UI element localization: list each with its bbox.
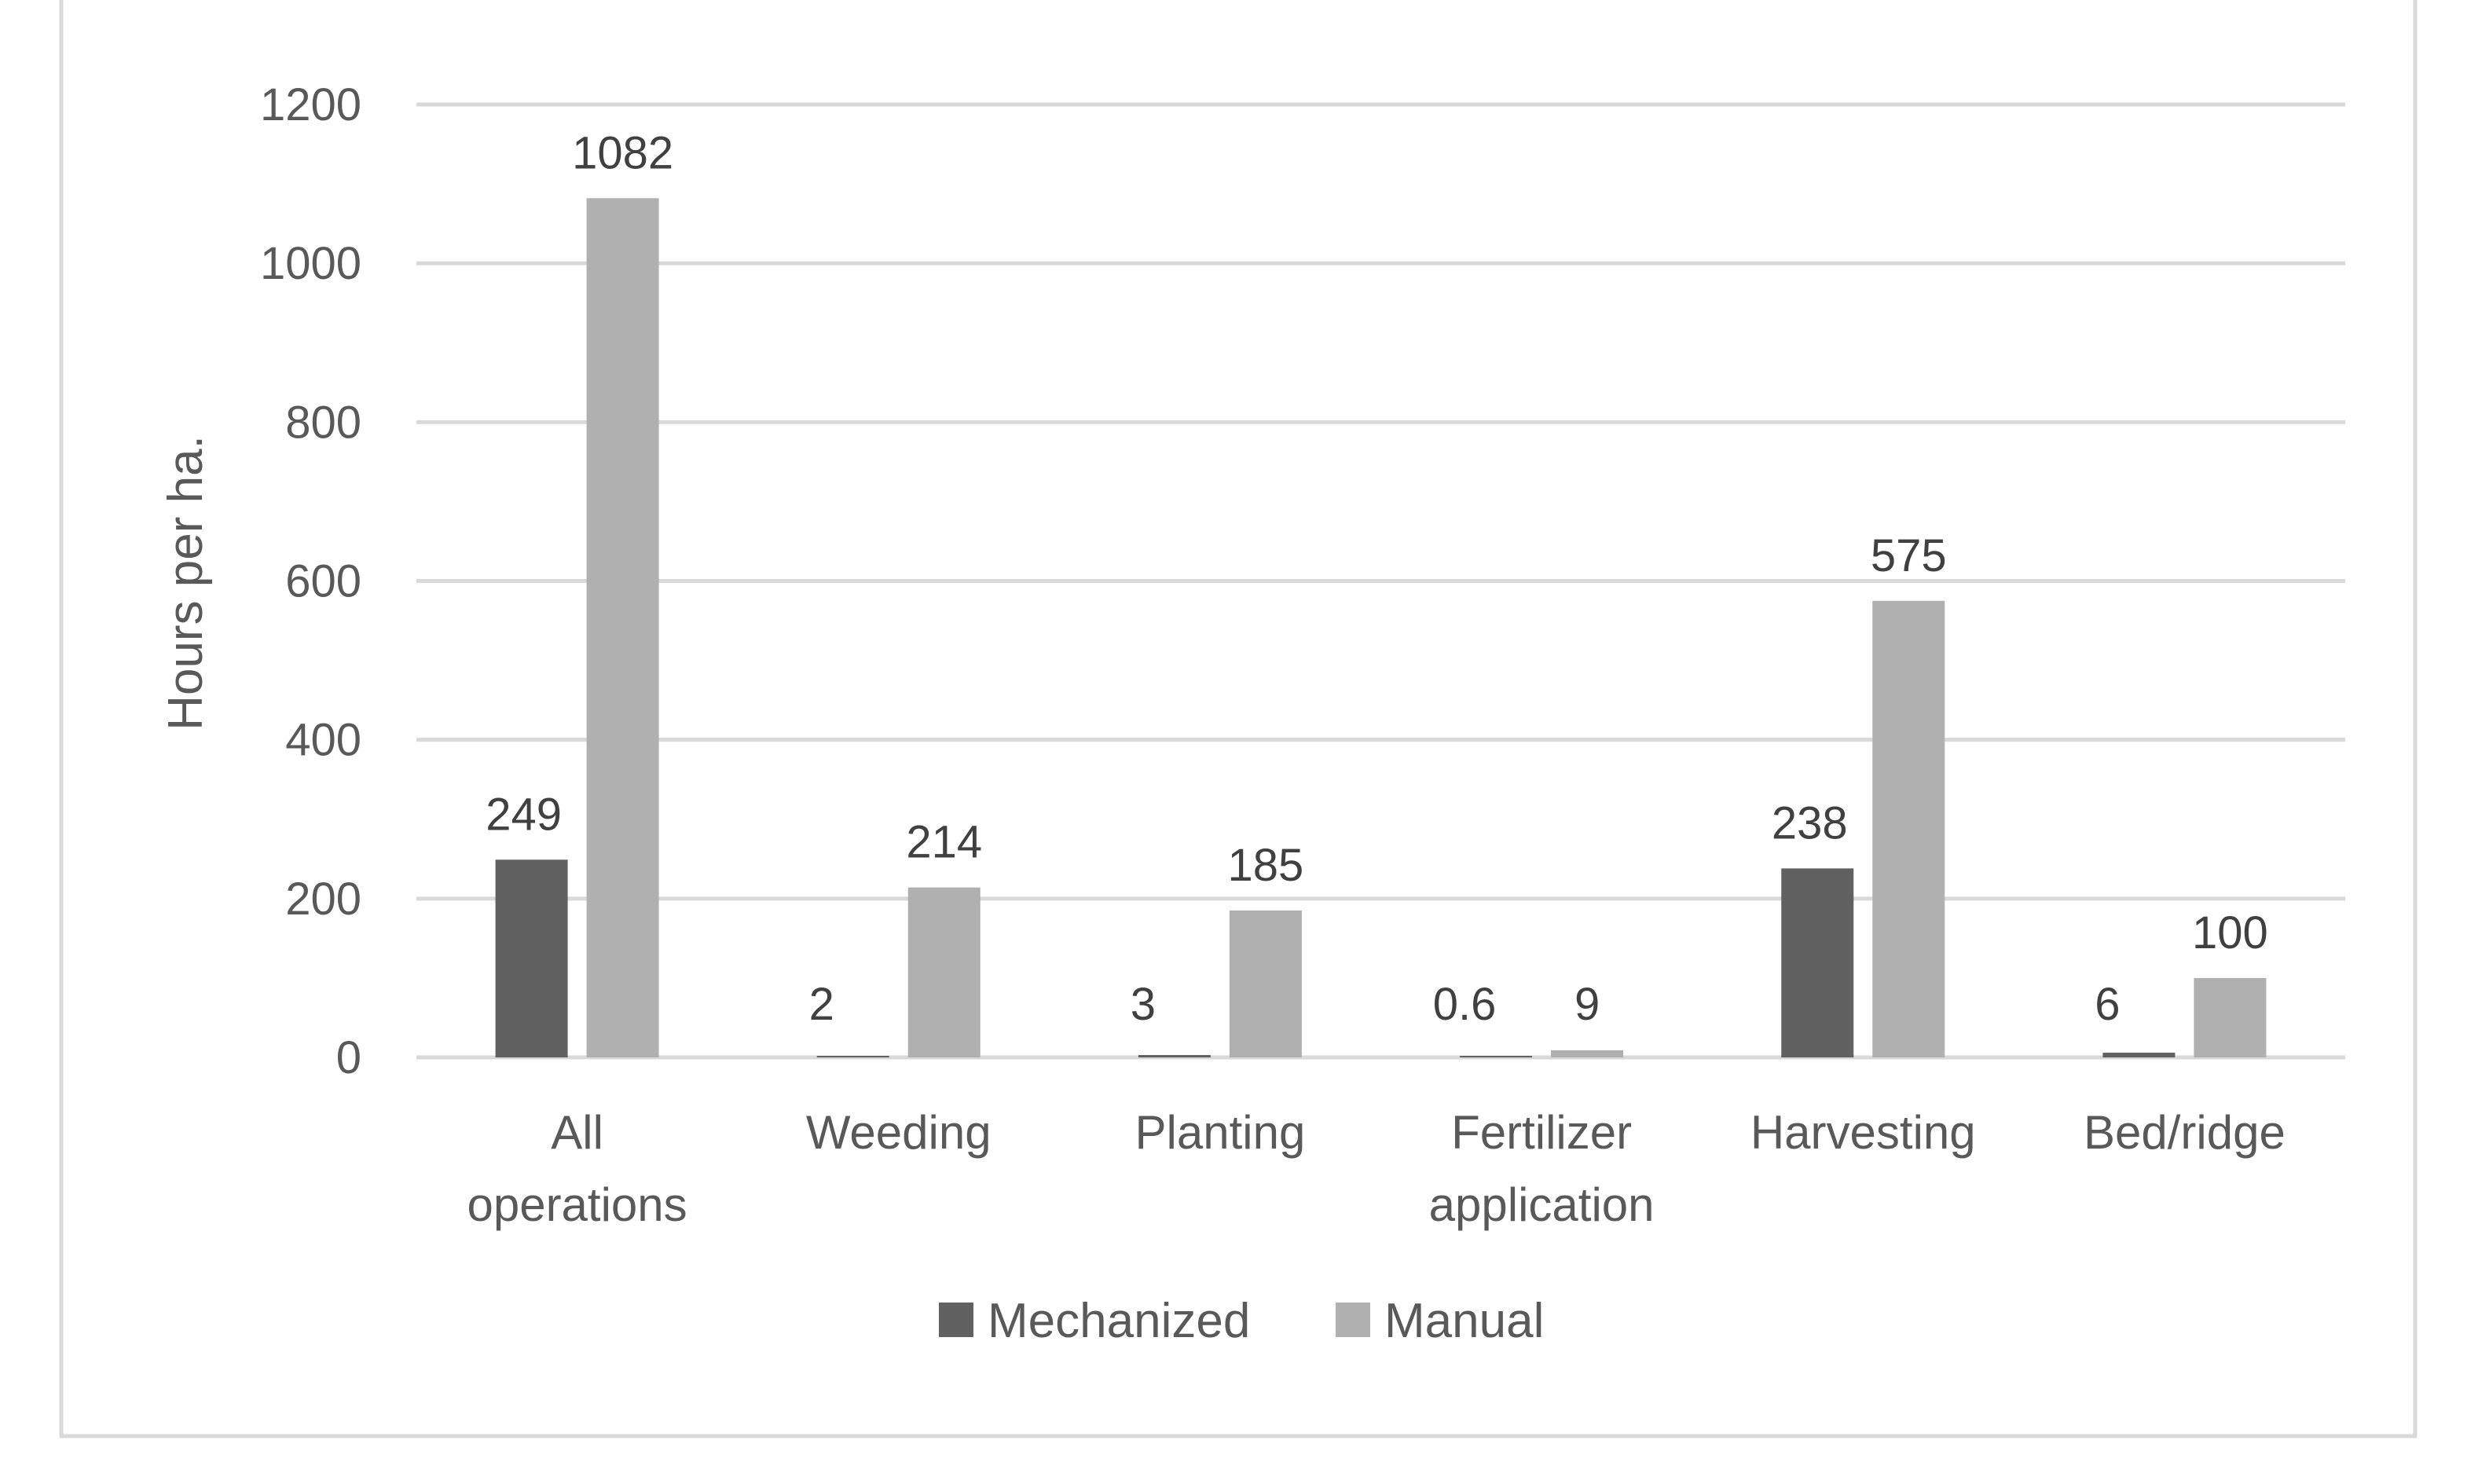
bar-manual: [586, 198, 659, 1058]
y-tick-label: 1200: [260, 79, 361, 130]
x-axis-categories: All operations Weeding Planting Fertilizer ap…: [467, 1106, 2285, 1231]
x-category-label: Weeding: [806, 1106, 992, 1159]
data-label: 2: [809, 979, 834, 1030]
data-label: 249: [486, 789, 562, 840]
data-label: 1082: [572, 127, 673, 178]
x-category-label: Fertilizer application: [1429, 1106, 1655, 1231]
bar-manual: [1229, 910, 1302, 1057]
bar-mechanized: [2102, 1052, 2176, 1057]
y-axis-ticks: 0 200 400 600 800 1000 1200: [260, 79, 361, 1083]
bar-mechanized: [1138, 1054, 1211, 1057]
x-category-label: All operations: [467, 1106, 687, 1231]
data-label: 100: [2192, 907, 2268, 958]
y-axis-title: Hours per ha.: [159, 435, 213, 731]
legend-swatch-mechanized: [939, 1303, 973, 1337]
data-label: 6: [2095, 979, 2120, 1030]
bar-mechanized: [495, 859, 568, 1057]
legend-swatch-manual: [1336, 1303, 1370, 1337]
bar-mechanized: [816, 1055, 889, 1057]
legend-label-mechanized: Mechanized: [988, 1294, 1250, 1348]
y-tick-label: 800: [285, 397, 361, 448]
legend-label-manual: Manual: [1384, 1294, 1544, 1348]
y-tick-label: 0: [336, 1032, 361, 1083]
data-label: 238: [1772, 797, 1848, 848]
gridlines: [416, 102, 2345, 1060]
data-label: 0.6: [1433, 979, 1497, 1030]
data-label: 214: [906, 817, 982, 868]
data-labels: 249 2 3 0.6 238 6 1082 214 185 9 575 100: [486, 127, 2268, 1030]
chart-border: [59, 0, 2418, 1438]
y-tick-label: 400: [285, 715, 361, 766]
data-label: 9: [1574, 979, 1600, 1030]
bar-manual: [1872, 600, 1945, 1057]
bar-manual: [1551, 1050, 1624, 1057]
x-category-label: Planting: [1135, 1106, 1306, 1159]
data-label: 185: [1228, 840, 1304, 891]
bars: [495, 198, 2267, 1058]
y-tick-label: 200: [285, 874, 361, 925]
x-category-label: Harvesting: [1750, 1106, 1976, 1159]
bar-mechanized: [1460, 1056, 1533, 1057]
y-tick-label: 1000: [260, 238, 361, 289]
data-label: 3: [1131, 979, 1156, 1030]
bar-manual: [907, 887, 981, 1057]
legend: Mechanized Manual: [939, 1294, 1544, 1348]
y-tick-label: 600: [285, 556, 361, 607]
x-category-label: Bed/ridge: [2084, 1106, 2286, 1159]
bar-manual: [2194, 977, 2267, 1057]
data-label: 575: [1871, 530, 1947, 581]
bar-mechanized: [1781, 868, 1854, 1057]
